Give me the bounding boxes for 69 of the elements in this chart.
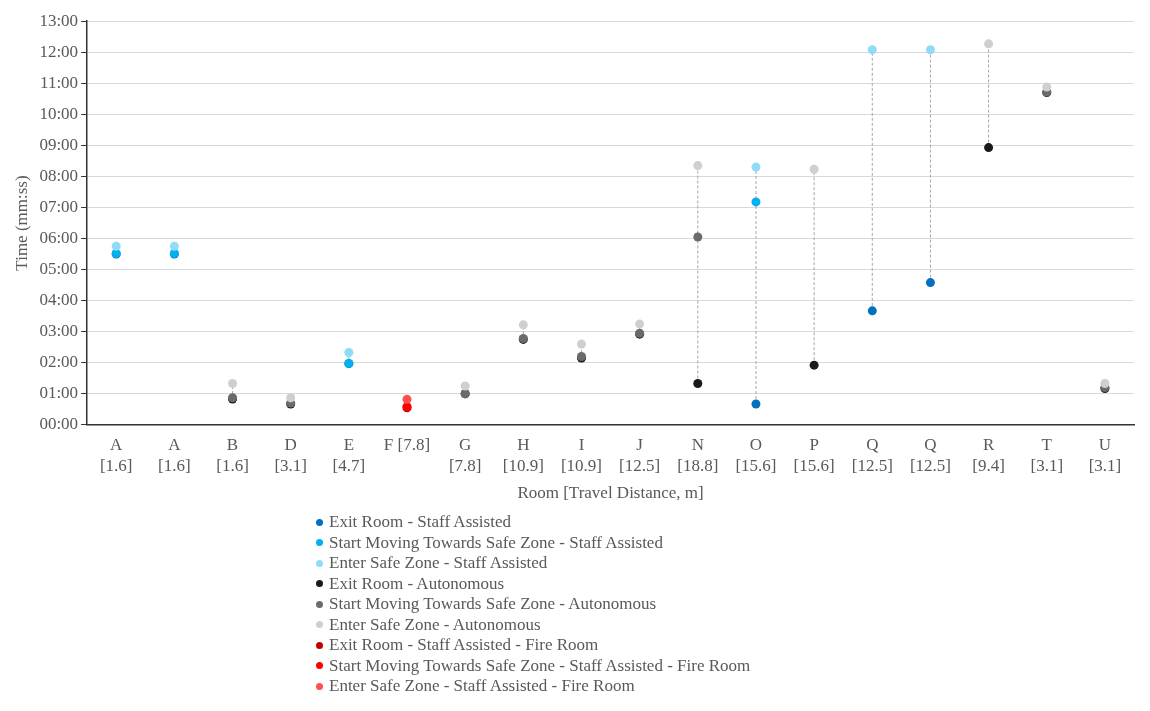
legend-label: Start Moving Towards Safe Zone - Staff Assisted - Fire Room bbox=[329, 655, 751, 676]
y-tick-label: 13:00 bbox=[39, 10, 79, 30]
x-tick-label: H [10.9] bbox=[502, 435, 544, 475]
point bbox=[576, 339, 586, 349]
point bbox=[1100, 379, 1110, 389]
x-tick-label: U [3.1] bbox=[1088, 435, 1122, 475]
point bbox=[693, 161, 703, 171]
x-tick-label: Q [12.5] bbox=[851, 435, 893, 475]
point bbox=[925, 278, 935, 288]
point bbox=[867, 306, 877, 316]
legend-label: Enter Safe Zone - Autonomous bbox=[329, 614, 541, 635]
point bbox=[751, 197, 761, 207]
y-tick-label: 01:00 bbox=[39, 383, 79, 403]
y-tick-label: 08:00 bbox=[39, 165, 79, 185]
y-tick-label: 04:00 bbox=[39, 290, 79, 310]
legend-label: Start Moving Towards Safe Zone - Autonomous bbox=[329, 594, 657, 615]
y-tick-label: 06:00 bbox=[39, 227, 79, 247]
x-tick-label: F [7.8] bbox=[383, 435, 431, 455]
x-tick-label: O [15.6] bbox=[735, 435, 777, 475]
y-tick-label: 12:00 bbox=[39, 41, 79, 61]
point bbox=[809, 164, 819, 174]
x-tick-label: T [3.1] bbox=[1030, 435, 1064, 475]
point bbox=[984, 143, 994, 153]
legend-label: Exit Room - Staff Assisted bbox=[329, 512, 511, 533]
point bbox=[809, 360, 819, 370]
point bbox=[228, 379, 238, 389]
x-tick-label: B [1.6] bbox=[216, 435, 249, 475]
x-tick-label: A [1.6] bbox=[99, 435, 133, 475]
y-tick-label: 02:00 bbox=[39, 352, 79, 372]
legend-label: Start Moving Towards Safe Zone - Staff Assisted bbox=[329, 532, 663, 553]
x-tick-label: N [18.8] bbox=[677, 435, 719, 475]
x-tick-label: G [7.8] bbox=[448, 435, 482, 475]
y-axis-title: Time (mm:ss) bbox=[11, 175, 31, 271]
legend-label: Exit Room - Autonomous bbox=[329, 573, 505, 594]
legend-label: Exit Room - Staff Assisted - Fire Room bbox=[329, 635, 599, 656]
point bbox=[402, 394, 412, 404]
x-tick-label: J [12.5] bbox=[619, 435, 661, 475]
x-tick-label: P [15.6] bbox=[793, 435, 835, 475]
point bbox=[460, 381, 470, 391]
x-tick-label: A [1.6] bbox=[158, 435, 191, 475]
point bbox=[867, 45, 877, 55]
point bbox=[693, 232, 703, 242]
point bbox=[344, 347, 354, 357]
point bbox=[635, 319, 645, 329]
y-tick-label: 09:00 bbox=[39, 134, 79, 154]
legend-label: Enter Safe Zone - Staff Assisted bbox=[329, 553, 548, 574]
x-tick-label: R [9.4] bbox=[972, 435, 1005, 475]
y-tick-label: 00:00 bbox=[39, 414, 79, 434]
x-axis-title: Room [Travel Distance, m] bbox=[517, 483, 704, 503]
point bbox=[169, 241, 179, 251]
point bbox=[518, 320, 528, 330]
y-tick-label: 11:00 bbox=[40, 72, 79, 92]
x-tick-label: E [4.7] bbox=[332, 435, 366, 475]
point bbox=[1042, 82, 1052, 92]
point bbox=[751, 399, 761, 409]
y-tick-label: 07:00 bbox=[39, 196, 79, 216]
point bbox=[286, 393, 296, 403]
y-tick-label: 03:00 bbox=[39, 321, 79, 341]
point bbox=[693, 379, 703, 389]
legend-label: Enter Safe Zone - Staff Assisted - Fire Room bbox=[329, 676, 635, 697]
y-tick-label: 10:00 bbox=[39, 103, 79, 123]
point bbox=[111, 241, 121, 251]
x-tick-label: D [3.1] bbox=[274, 435, 307, 475]
x-tick-label: Q [12.5] bbox=[909, 435, 951, 475]
y-tick-label: 05:00 bbox=[39, 259, 79, 279]
x-tick-label: I [10.9] bbox=[560, 435, 603, 475]
point bbox=[925, 45, 935, 55]
point bbox=[751, 162, 761, 172]
point bbox=[984, 39, 994, 49]
